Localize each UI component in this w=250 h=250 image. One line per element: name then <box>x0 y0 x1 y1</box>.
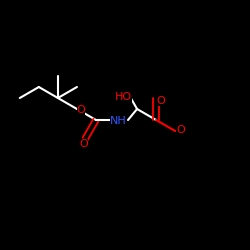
Text: O: O <box>177 125 186 135</box>
Text: NH: NH <box>110 116 126 126</box>
Text: O: O <box>157 96 166 106</box>
Text: HO: HO <box>114 92 132 102</box>
Text: O: O <box>76 105 85 115</box>
Text: O: O <box>80 139 88 149</box>
